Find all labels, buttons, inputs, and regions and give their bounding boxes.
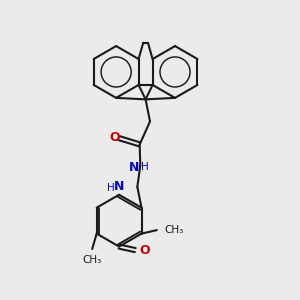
Text: O: O [110,131,120,144]
Text: H: H [141,162,148,172]
Text: N: N [114,180,124,193]
Text: CH₃: CH₃ [82,255,102,266]
Text: H: H [107,183,115,193]
Text: O: O [139,244,150,256]
Text: CH₃: CH₃ [165,225,184,235]
Text: N: N [129,160,139,174]
